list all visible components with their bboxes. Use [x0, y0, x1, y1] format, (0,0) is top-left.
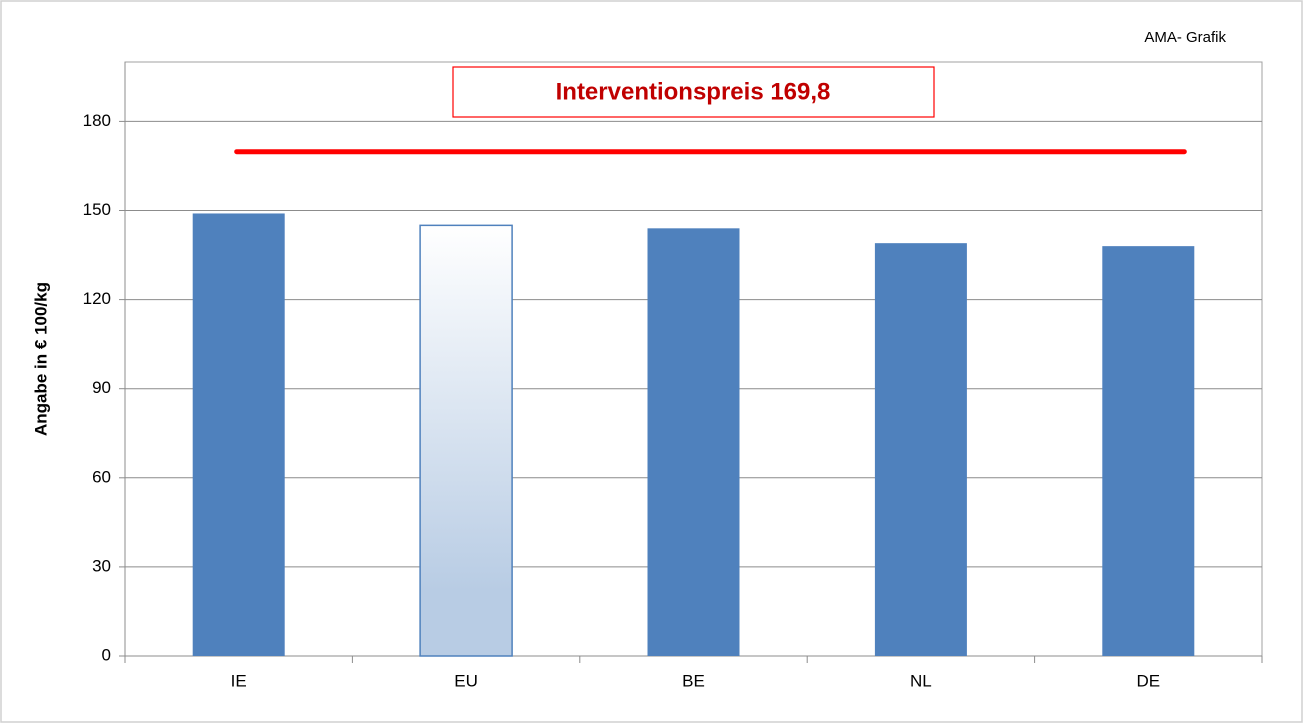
annotation-box — [452, 66, 935, 118]
bar — [192, 213, 285, 656]
y-tick-label: 90 — [92, 378, 111, 397]
x-tick-label: EU — [454, 671, 478, 690]
bar — [647, 228, 740, 656]
y-axis-label: Angabe in € 100/kg — [31, 282, 50, 436]
bar — [419, 224, 513, 657]
annotation: Interventionspreis 169,8 — [556, 78, 831, 105]
y-tick-label: 60 — [92, 467, 111, 486]
bar — [874, 243, 967, 657]
y-tick-label: 0 — [102, 645, 111, 664]
x-tick-label: NL — [910, 671, 932, 690]
y-tick-label: 30 — [92, 556, 111, 575]
x-tick-label: BE — [682, 671, 705, 690]
x-tick-label: IE — [231, 671, 247, 690]
x-tick-label: DE — [1136, 671, 1160, 690]
y-tick-label: 120 — [83, 289, 111, 308]
credit: AMA- Grafik — [1144, 29, 1226, 46]
y-tick-label: 180 — [83, 111, 111, 130]
bar — [1102, 246, 1195, 656]
y-tick-label: 150 — [83, 200, 111, 219]
